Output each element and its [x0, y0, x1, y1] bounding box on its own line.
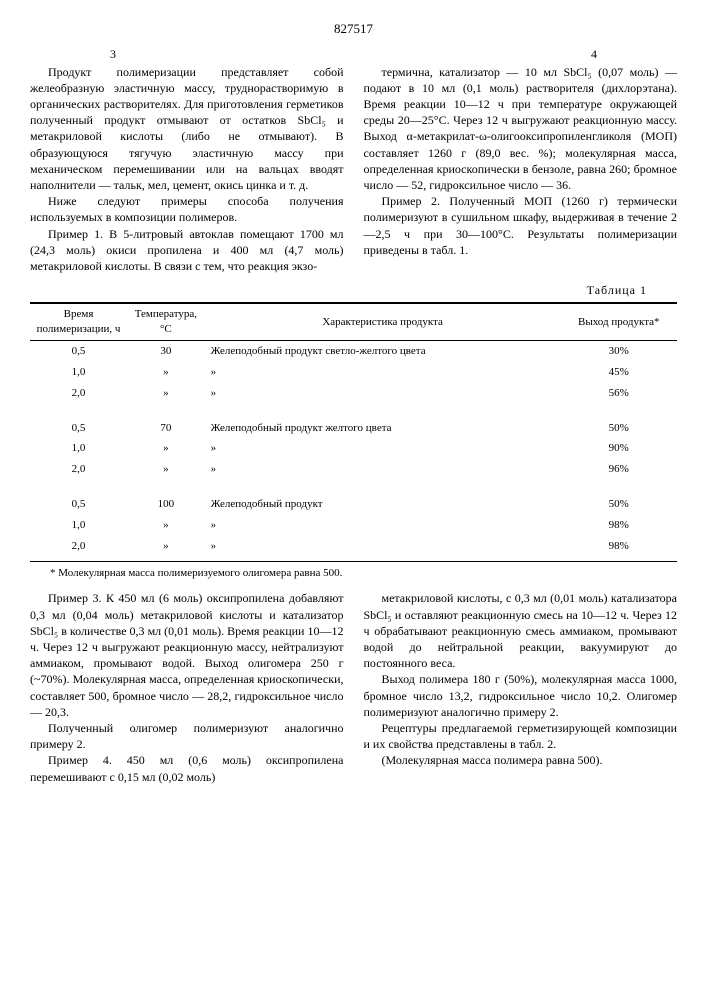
table-cell: Желеподобный продукт желтого цвета	[205, 418, 561, 439]
column-right-upper: термична, катализатор — 10 мл SbCl₅ (0,0…	[364, 64, 678, 274]
table-cell: »	[205, 438, 561, 459]
table-cell: »	[127, 515, 205, 536]
para: (Молекулярная масса полимера равна 500).	[364, 752, 678, 768]
para: Пример 2. Полученный МОП (1260 г) термич…	[364, 193, 678, 258]
doc-number: 827517	[30, 20, 677, 38]
column-right-lower: метакриловой кислоты, с 0,3 мл (0,01 мол…	[364, 590, 678, 784]
para: Продукт полимеризации представляет собой…	[30, 64, 344, 194]
table-cell: 45%	[561, 362, 677, 383]
table-row: 1,0»»45%	[30, 362, 677, 383]
table-cell: 0,5	[30, 494, 127, 515]
table-row: 2,0»»56%	[30, 383, 677, 404]
table-cell: 100	[127, 494, 205, 515]
table-row: 1,0»»90%	[30, 438, 677, 459]
table-cell: »	[127, 459, 205, 480]
table-cell: »	[205, 515, 561, 536]
para: метакриловой кислоты, с 0,3 мл (0,01 мол…	[364, 590, 678, 671]
table-cell: »	[205, 383, 561, 404]
table-cell: 50%	[561, 418, 677, 439]
column-left-upper: Продукт полимеризации представляет собой…	[30, 64, 344, 274]
table-cell: Желеподобный продукт светло-желтого цвет…	[205, 341, 561, 362]
th: Температура, °С	[127, 304, 205, 341]
table-cell: 50%	[561, 494, 677, 515]
table-cell: 2,0	[30, 459, 127, 480]
table-cell: 56%	[561, 383, 677, 404]
table-row: 2,0»»96%	[30, 459, 677, 480]
section-right: 4	[591, 46, 597, 62]
table-cell: 98%	[561, 536, 677, 557]
table-cell: 2,0	[30, 536, 127, 557]
table1: Время полимеризации, ч Температура, °С Х…	[30, 303, 677, 556]
text-columns-lower: Пример 3. К 450 мл (6 моль) оксипропилен…	[30, 590, 677, 784]
th: Характеристика продукта	[205, 304, 561, 341]
para: Выход полимера 180 г (50%), молекулярная…	[364, 671, 678, 720]
table-cell: 2,0	[30, 383, 127, 404]
table-cell: »	[127, 438, 205, 459]
table-cell: »	[127, 536, 205, 557]
table-cell: »	[205, 459, 561, 480]
table-cell: 0,5	[30, 341, 127, 362]
table-cell: 1,0	[30, 515, 127, 536]
th: Время полимеризации, ч	[30, 304, 127, 341]
table-cell: 1,0	[30, 438, 127, 459]
table-cell: 70	[127, 418, 205, 439]
table-cell: 90%	[561, 438, 677, 459]
table-cell: 0,5	[30, 418, 127, 439]
table-cell: 98%	[561, 515, 677, 536]
para: Ниже следуют примеры способа получения и…	[30, 193, 344, 225]
table-row: 0,570Желеподобный продукт желтого цвета5…	[30, 418, 677, 439]
table-row: 1,0»»98%	[30, 515, 677, 536]
table-cell: 30%	[561, 341, 677, 362]
table-cell: »	[127, 362, 205, 383]
table-cell: 96%	[561, 459, 677, 480]
table-cell: »	[205, 536, 561, 557]
table-row: 0,5100Желеподобный продукт50%	[30, 494, 677, 515]
para: Рецептуры предлагаемой герметизирующей к…	[364, 720, 678, 752]
table1-caption: Таблица 1	[30, 282, 647, 298]
table1-footnote: * Молекулярная масса полимеризуемого оли…	[50, 566, 677, 581]
para: термична, катализатор — 10 мл SbCl₅ (0,0…	[364, 64, 678, 194]
table-cell: Желеподобный продукт	[205, 494, 561, 515]
para: Пример 4. 450 мл (0,6 моль) оксипропилен…	[30, 752, 344, 784]
table-row: 0,530Желеподобный продукт светло-желтого…	[30, 341, 677, 362]
para: Полученный олигомер полимеризуют аналоги…	[30, 720, 344, 752]
table-cell: »	[127, 383, 205, 404]
section-numbers: 3 4	[30, 46, 677, 62]
table-cell: 1,0	[30, 362, 127, 383]
section-left: 3	[110, 46, 116, 62]
para: Пример 3. К 450 мл (6 моль) оксипропилен…	[30, 590, 344, 720]
table-row: 2,0»»98%	[30, 536, 677, 557]
table-cell: »	[205, 362, 561, 383]
column-left-lower: Пример 3. К 450 мл (6 моль) оксипропилен…	[30, 590, 344, 784]
para: Пример 1. В 5-литровый автоклав помещают…	[30, 226, 344, 275]
table-cell: 30	[127, 341, 205, 362]
text-columns-upper: Продукт полимеризации представляет собой…	[30, 64, 677, 274]
th: Выход продукта*	[561, 304, 677, 341]
